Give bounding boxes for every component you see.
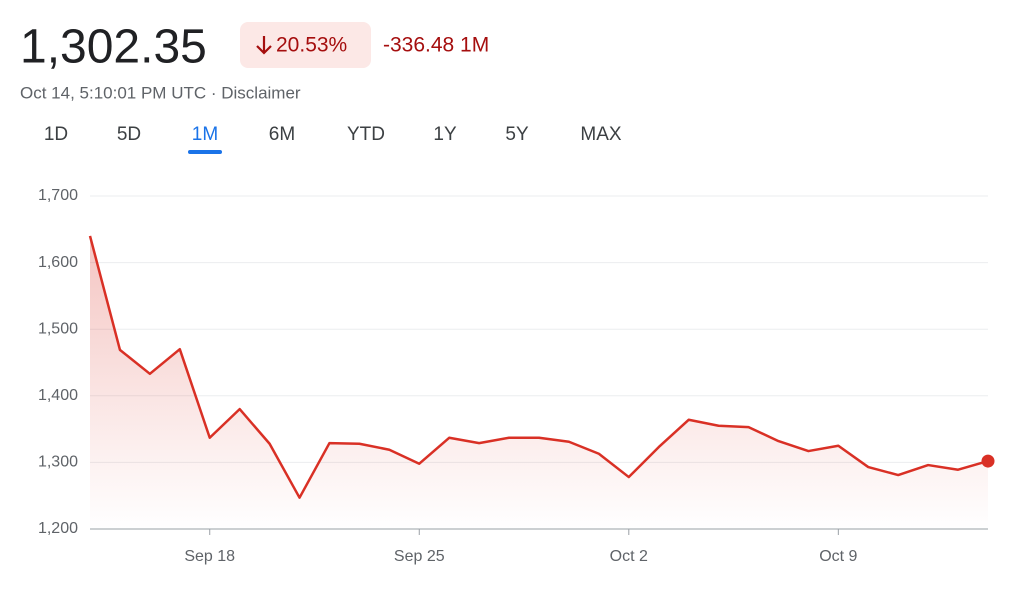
change-percent: 20.53% (276, 34, 347, 57)
change-badge (240, 22, 371, 68)
tab[interactable]: 1D (44, 124, 68, 145)
tab[interactable]: 6M (269, 124, 295, 145)
last-point (981, 454, 995, 468)
tab[interactable]: MAX (580, 124, 622, 145)
price: 1,302.35 (20, 21, 207, 74)
y-tick-label: 1,700 (38, 187, 78, 204)
y-tick-label: 1,200 (38, 520, 78, 537)
price-line (88, 235, 989, 499)
tab[interactable]: 5D (117, 124, 141, 145)
x-tick-label: Sep 25 (394, 548, 445, 565)
area (90, 235, 988, 529)
y-tick-label: 1,500 (38, 320, 78, 337)
tab[interactable]: 1Y (433, 124, 457, 145)
change-value: -336.48 1M (383, 34, 489, 57)
timestamp: Oct 14, 5:10:01 PM UTC · Disclaimer (20, 83, 301, 102)
down-arrow (256, 36, 272, 55)
tab[interactable]: YTD (347, 124, 385, 145)
tab[interactable]: 1M (192, 124, 218, 145)
y-tick-label: 1,600 (38, 254, 78, 271)
x-tick-label: Oct 2 (610, 548, 648, 565)
x-tick-label: Sep 18 (184, 548, 235, 565)
y-tick-label: 1,400 (38, 387, 78, 404)
x-tick-label: Oct 9 (819, 548, 857, 565)
tab[interactable]: 5Y (505, 124, 529, 145)
y-tick-label: 1,300 (38, 454, 78, 471)
tab-underline (188, 150, 222, 154)
